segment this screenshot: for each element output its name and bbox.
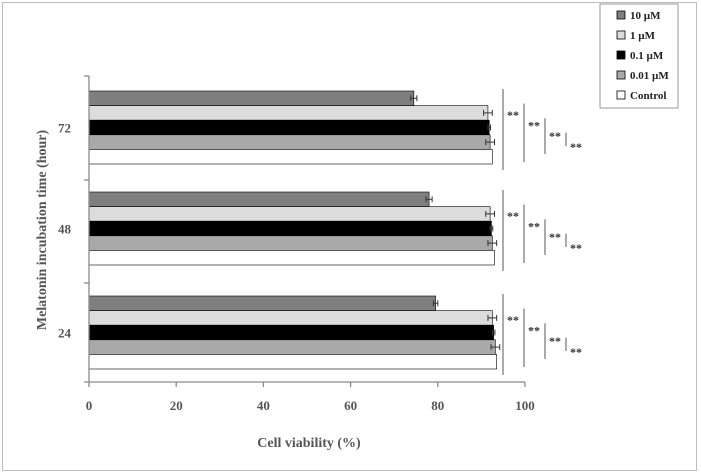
y-tick-label: 24 <box>58 326 72 341</box>
significance-label: ** <box>549 230 561 244</box>
bar-72h-10M <box>88 90 415 106</box>
y-tick-label: 48 <box>58 222 72 237</box>
x-tick-label: 100 <box>515 398 535 413</box>
x-tick-label: 80 <box>431 398 444 413</box>
bar-48h-Control <box>88 250 495 266</box>
bar-48h-0.01M <box>88 235 493 251</box>
legend-label: 0.1 µM <box>630 50 664 62</box>
x-tick-label: 20 <box>170 398 183 413</box>
significance-label: ** <box>528 220 540 234</box>
legend-label: 0.01 µM <box>630 70 669 82</box>
legend-swatch <box>616 50 626 60</box>
bar-72h-1M <box>88 105 489 121</box>
x-tick-label: 40 <box>257 398 270 413</box>
significance-label: ** <box>507 108 519 122</box>
bar-24h-0.1M <box>88 324 494 341</box>
bar-48h-1M <box>88 206 491 222</box>
legend-label: Control <box>630 90 666 102</box>
bar-72h-0.1M <box>88 119 490 136</box>
x-tick-label: 0 <box>86 398 93 413</box>
bar-72h-Control <box>88 149 493 165</box>
legend-box <box>599 3 679 109</box>
legend-label: 1 µM <box>630 30 656 42</box>
y-tick-label: 72 <box>58 121 71 136</box>
significance-label: ** <box>549 129 561 143</box>
bar-24h-Control <box>88 354 497 370</box>
bar-24h-10M <box>88 295 436 311</box>
legend-swatch <box>616 70 626 80</box>
legend-label: 10 µM <box>630 10 661 22</box>
bar-72h-0.01M <box>88 134 491 150</box>
significance-label: ** <box>528 119 540 133</box>
significance-label: ** <box>549 334 561 348</box>
x-tick-label: 60 <box>344 398 357 413</box>
significance-label: ** <box>570 140 582 154</box>
bar-48h-0.1M <box>88 220 492 237</box>
y-axis-title: Melatonin incubation time (hour) <box>35 130 50 331</box>
legend-swatch <box>616 90 626 100</box>
significance-label: ** <box>507 209 519 223</box>
bar-24h-1M <box>88 310 493 326</box>
bar-48h-10M <box>88 191 430 207</box>
legend-swatch <box>616 30 626 40</box>
legend-swatch <box>616 10 626 20</box>
significance-label: ** <box>570 345 582 359</box>
x-axis-title: Cell viability (%) <box>257 436 361 451</box>
bar-24h-0.01M <box>88 339 496 355</box>
significance-label: ** <box>507 313 519 327</box>
significance-label: ** <box>528 324 540 338</box>
significance-label: ** <box>570 241 582 255</box>
